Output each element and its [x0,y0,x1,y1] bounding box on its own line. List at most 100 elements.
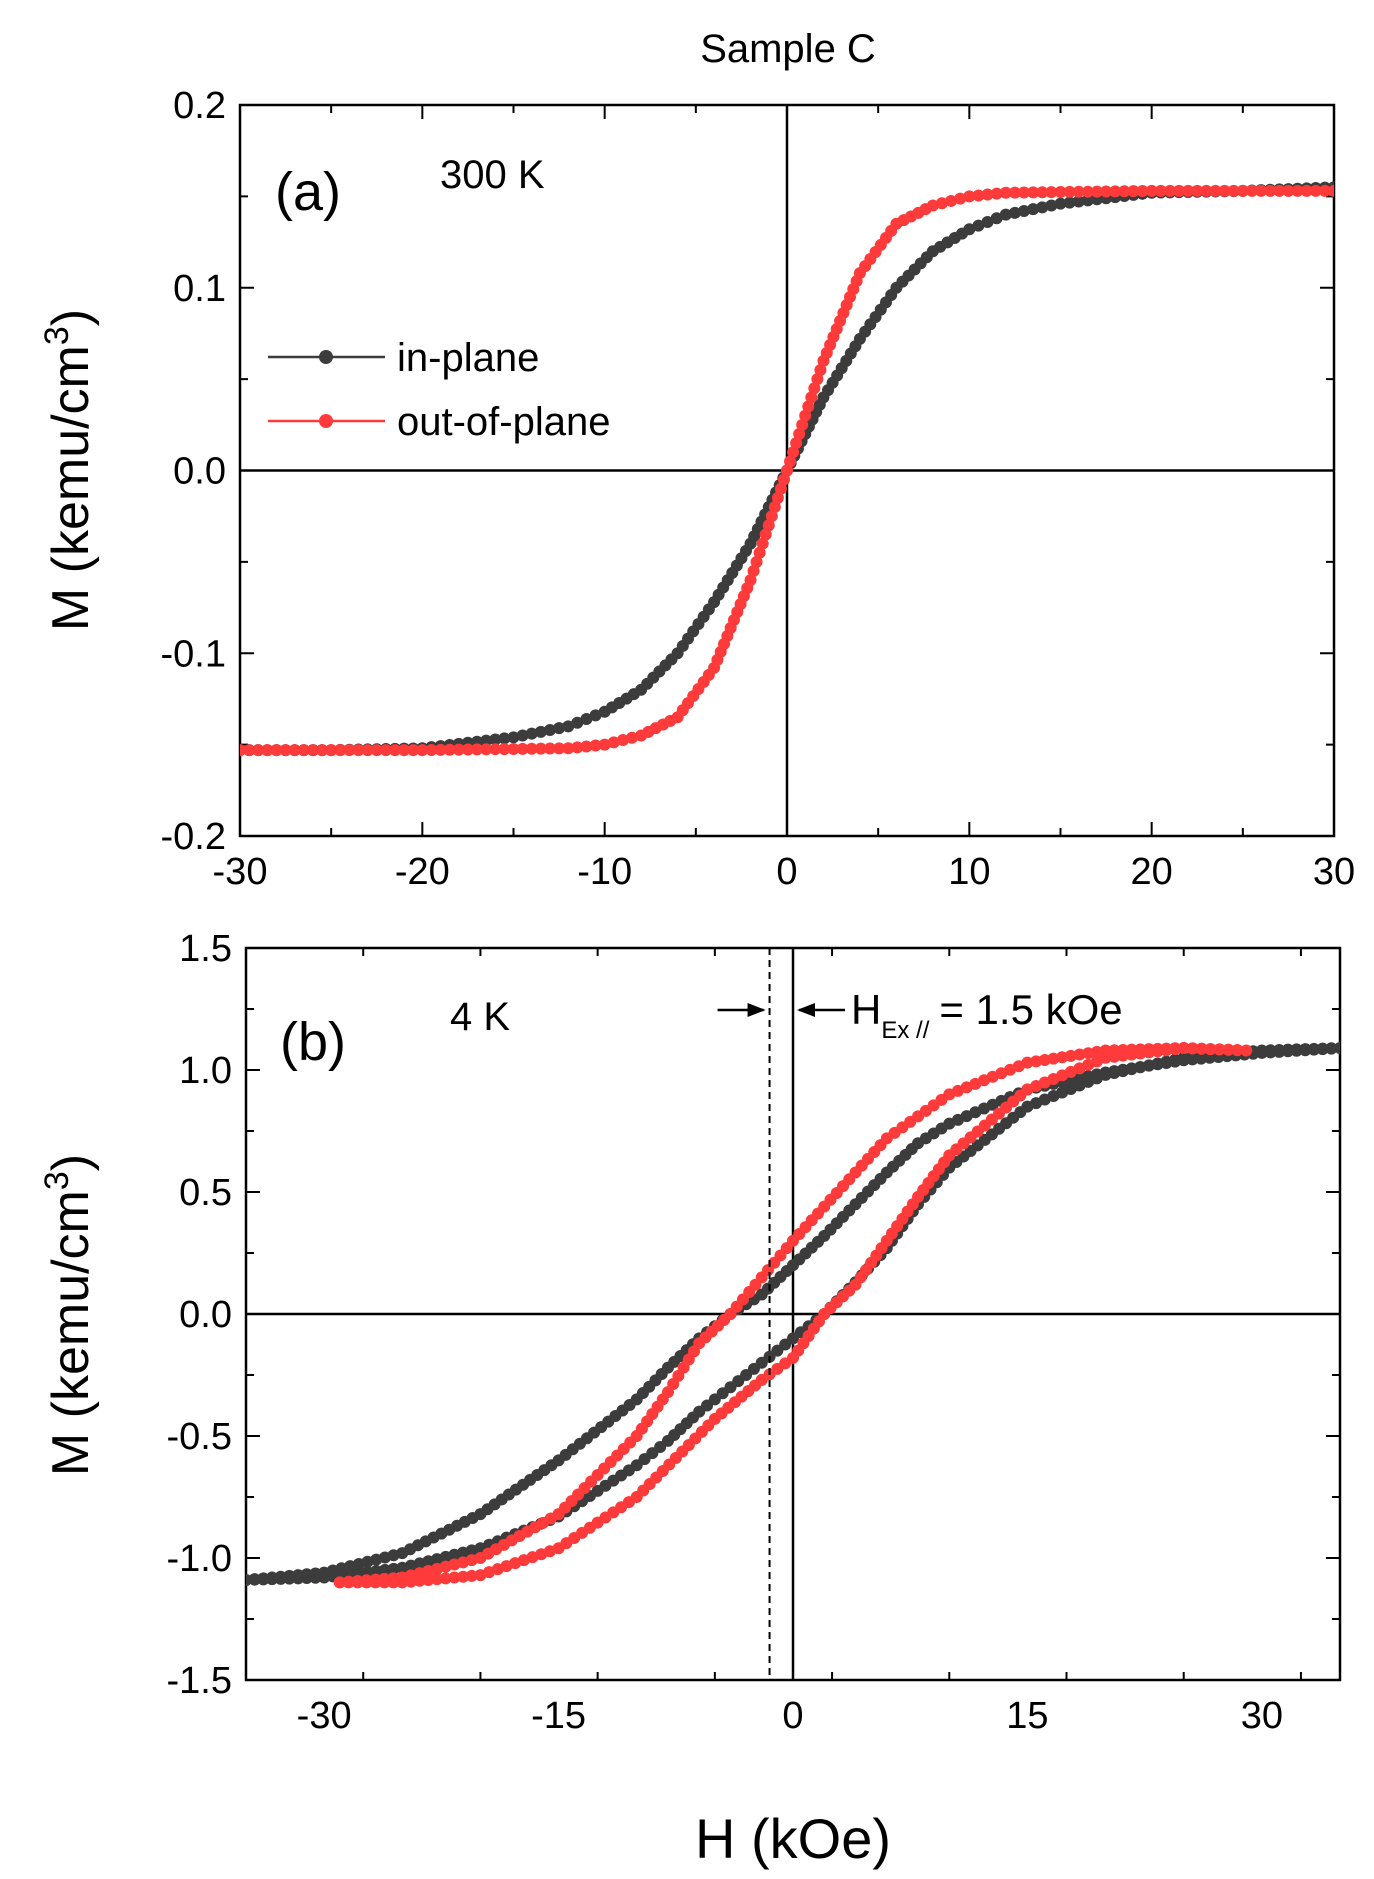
panel-b-data-point [300,1568,313,1581]
panel-a-data-point [1145,184,1158,197]
panel-b-series-out-of-plane [333,1042,1253,1589]
panel-a-data-point [1309,184,1322,197]
panel-a-data-point [498,743,511,756]
panel-a-y-tick-label: -0.2 [161,816,226,858]
panel-b-data-point [448,1571,461,1584]
panel-a-data-point [525,727,538,740]
panel-a-data-point [252,744,265,757]
panel-a-y-tick-label: 0.1 [173,268,226,310]
panel-a-data-point [747,565,760,578]
panel-a-data-point [954,192,967,205]
panel-a-data-point [945,194,958,207]
panel-b-data-point [1195,1042,1208,1055]
panel-a-y-axis-label-main: M (kemu/cm [42,345,100,631]
panel-a-data-point [963,223,976,236]
panel-b-x-tick-label: -30 [297,1695,352,1737]
legend: in-plane out-of-plane [268,336,610,444]
panel-a-data-point [516,729,529,742]
exchange-bias-label-main: H [851,986,881,1033]
arrow-left-head [747,1003,766,1017]
panel-a-data-point [963,190,976,203]
panel-a-data-point [553,742,566,755]
panel-b-y-axis-label: M (kemu/cm3) [38,1154,100,1476]
panel-a-data-point [935,197,948,210]
panel-a-data-point [774,482,787,495]
panel-b-data-point [1281,1045,1294,1058]
panel-b-y-tick-label: -1.0 [167,1538,232,1580]
panel-a-data-point [407,744,420,757]
panel-b-data-point [431,1573,444,1586]
panel-b-y-tick-label: 1.0 [179,1050,232,1092]
panel-a-data-point [762,519,775,532]
panel-a-data-point [626,731,639,744]
panel-b-data-point [266,1571,279,1584]
panel-b: -30 -15 0 15 30 -1.5 -1.0 -0.5 0.0 0.5 1.0 1.5 M (ke… [38,928,1342,1737]
legend-entry-label: in-plane [397,336,539,380]
panel-a-data-point [1255,184,1268,197]
panel-a-data-point [990,187,1003,200]
panel-b-data-point [1125,1043,1138,1056]
panel-a-label: (a) [275,162,341,222]
panel-b-data-point [422,1573,435,1586]
panel-a-data-point [306,744,319,757]
panel-a-data-point [1300,184,1313,197]
panel-a-data-point [489,743,502,756]
panel-a-data-point [784,455,797,468]
panel-b-data-point [1116,1043,1129,1056]
panel-a-data-point [999,186,1012,199]
panel-b-y-tick-label: 0.5 [179,1172,232,1214]
panel-a-data-point [1273,184,1286,197]
panel-a-data-point [434,743,447,756]
panel-a-data-point [1045,199,1058,212]
panel-a-data-point [1209,184,1222,197]
panel-a-data-point [388,744,401,757]
panel-a-data-point [543,724,556,737]
panel-b-data-point [439,1572,452,1585]
panel-a-data-point [1328,184,1334,197]
panel-a-data-point [516,742,529,755]
panel-a-y-tick-label: 0.0 [173,451,226,493]
panel-a-data-point [1072,185,1085,198]
panel-a-data-point [553,722,566,735]
panel-a-data-point [972,189,985,202]
panel-a-data-point [1318,184,1331,197]
panel-a-data-point [1008,186,1021,199]
panel-a-data-point [288,744,301,757]
panel-a-data-point [525,742,538,755]
panel-a-data-point [1218,184,1231,197]
panel-a-data-point [243,744,256,757]
panel-b-data-point [1169,1042,1182,1055]
panel-a-data-point [1054,197,1067,210]
exchange-bias-label-value: = 1.5 kOe [939,986,1122,1033]
panel-b-data-point [1264,1046,1277,1059]
panel-a-data-point [981,188,994,201]
panel-a-data-point [1173,184,1186,197]
panel-b-data-point [1255,1046,1268,1059]
panel-a-data-point [768,501,781,514]
panel-a-data-point [598,738,611,751]
panel-a-x-tick-label: 30 [1313,851,1355,893]
panel-a-data-point [471,743,484,756]
panel-a-data-point [1054,186,1067,199]
panel-b-data-point [351,1575,364,1588]
panel-b-data-point [369,1573,382,1586]
panel-b-temperature-label: 4 K [450,995,510,1039]
panel-a-x-tick-label: 0 [776,851,797,893]
panel-a-y-tick-label: 0.2 [173,85,226,127]
panel-a-data-point [607,736,620,749]
panel-b-data-point [309,1567,322,1580]
panel-b-x-tick-label: -15 [531,1695,586,1737]
panel-b-data-point [257,1572,270,1585]
panel-b-data-point [283,1569,296,1582]
panel-a-data-point [787,446,800,459]
panel-a-data-point [1045,186,1058,199]
panel-b-data-point [342,1575,355,1588]
figure-title: Sample C [700,27,876,71]
panel-b-data-point [457,1570,470,1583]
panel-a-data-point [1109,185,1122,198]
panel-a-y-tick-label: -0.1 [161,633,226,675]
panel-a-data-point [334,744,347,757]
panel-b-data-point [1213,1043,1226,1056]
panel-a-data-point [1282,184,1295,197]
panel-b-x-tick-label: 15 [1006,1695,1048,1737]
